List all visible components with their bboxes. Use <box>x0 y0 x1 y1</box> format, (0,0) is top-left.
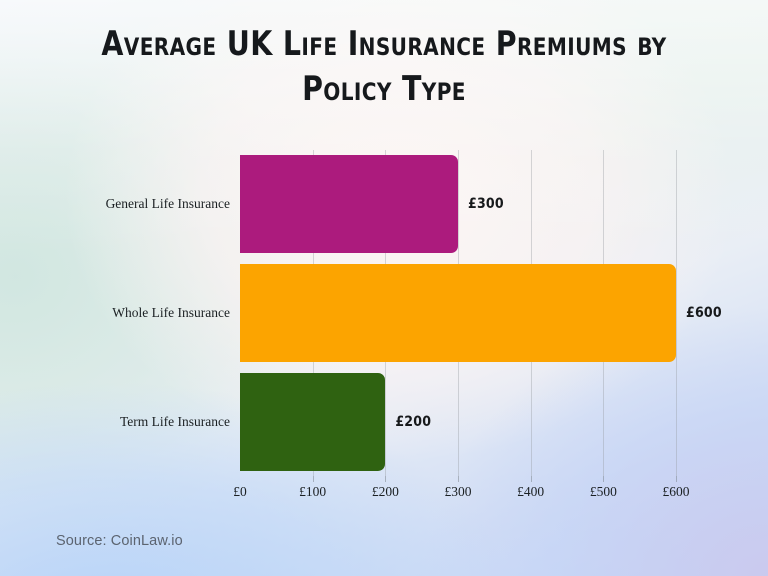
bar-value-label-3: £200 <box>395 413 432 430</box>
category-label-1: General Life Insurance <box>105 196 230 212</box>
x-axis: £0 £100 £200 £300 £400 £500 £600 <box>0 476 768 516</box>
x-tick-label-2: £100 <box>299 484 327 499</box>
x-tick-mark-6 <box>603 476 605 482</box>
bar-group-1: £300 <box>240 155 676 254</box>
source-caption: Source: CoinLaw.io <box>56 533 183 549</box>
x-tick-label-7: £600 <box>662 484 690 499</box>
x-tick-mark-2 <box>312 476 314 482</box>
bar-2[interactable] <box>240 264 676 362</box>
x-tick-label-5: £400 <box>517 484 545 499</box>
x-tick-mark-3 <box>385 476 387 482</box>
x-tick-mark-4 <box>458 476 459 482</box>
plot-area: £300 £600 £200 <box>240 150 722 476</box>
x-tick-label-3: £200 <box>371 484 399 499</box>
bar-value-label-2: £600 <box>686 304 722 321</box>
category-label-2: Whole Life Insurance <box>112 305 230 320</box>
x-tick-label-1: £0 <box>233 484 247 499</box>
bar-group-2: £600 <box>240 264 722 362</box>
category-label-3: Term Life Insurance <box>120 413 230 429</box>
bar-group-3: £200 <box>240 372 676 471</box>
bar-1[interactable] <box>240 155 458 254</box>
bar-value-label-1: £300 <box>468 196 504 213</box>
bar-3[interactable] <box>240 372 386 471</box>
x-tick-mark-5 <box>530 476 532 482</box>
x-tick-mark-7 <box>676 476 677 482</box>
gridline-gbp-600 <box>676 150 677 476</box>
chart-title: Average UK Life Insurance Premiums by Po… <box>101 24 667 109</box>
x-tick-label-4: £300 <box>444 484 472 499</box>
x-tick-label-6: £500 <box>589 484 617 499</box>
